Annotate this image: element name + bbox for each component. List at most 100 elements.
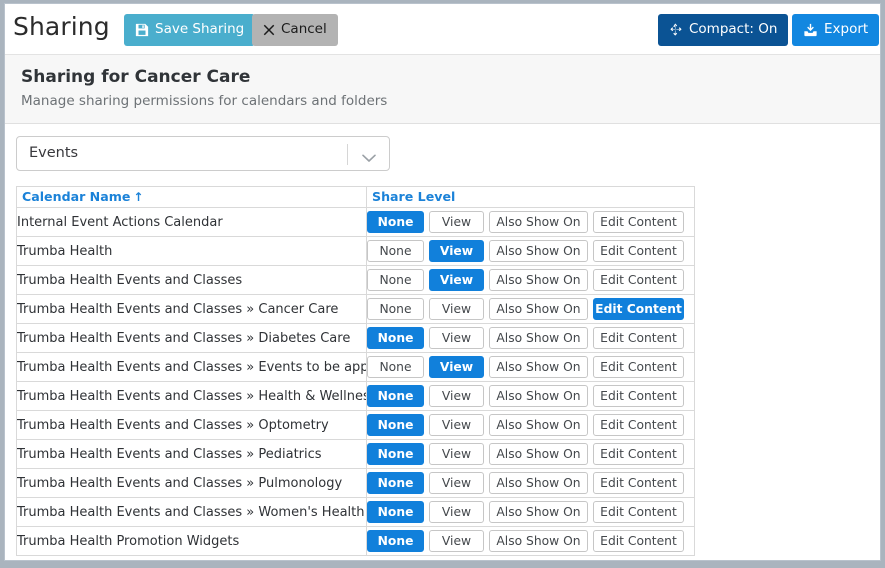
content-area: Events Calendar Name ↑ Share Level xyxy=(5,124,880,557)
calendar-name-cell: Trumba Health xyxy=(16,236,367,267)
share-level-option-none[interactable]: None xyxy=(367,472,424,495)
share-level-option-none[interactable]: None xyxy=(367,414,424,437)
cancel-button[interactable]: Cancel xyxy=(252,14,338,46)
share-level-option-edit-content[interactable]: Edit Content xyxy=(593,211,684,234)
save-sharing-label: Save Sharing xyxy=(155,21,245,38)
share-level-option-view[interactable]: View xyxy=(429,443,484,466)
share-level-option-view[interactable]: View xyxy=(429,211,484,234)
share-level-button-group: None View Also Show On Edit Content xyxy=(367,211,694,234)
calendar-name-cell: Trumba Health Events and Classes » Pedia… xyxy=(16,439,367,470)
table-row: Trumba Health Events and Classes None View… xyxy=(16,265,695,296)
share-level-option-also-show-on[interactable]: Also Show On xyxy=(489,385,588,408)
share-level-option-none[interactable]: None xyxy=(367,269,424,292)
share-level-option-edit-content[interactable]: Edit Content xyxy=(593,443,684,466)
share-level-option-none[interactable]: None xyxy=(367,356,424,379)
share-level-button-group: None View Also Show On Edit Content xyxy=(367,327,694,350)
share-level-option-view[interactable]: View xyxy=(429,298,484,321)
share-level-option-view[interactable]: View xyxy=(429,269,484,292)
cancel-label: Cancel xyxy=(281,21,327,38)
share-level-option-view[interactable]: View xyxy=(429,385,484,408)
share-level-option-edit-content[interactable]: Edit Content xyxy=(593,501,684,524)
share-level-option-edit-content[interactable]: Edit Content xyxy=(593,298,684,321)
share-level-button-group: None View Also Show On Edit Content xyxy=(367,356,694,379)
share-level-option-none[interactable]: None xyxy=(367,211,424,234)
table-row: Trumba Health Events and Classes » Pulmo… xyxy=(16,468,695,499)
share-level-option-none[interactable]: None xyxy=(367,240,424,263)
share-level-option-view[interactable]: View xyxy=(429,414,484,437)
column-header-share-level-label: Share Level xyxy=(372,189,456,205)
compact-toggle-button[interactable]: Compact: On xyxy=(658,14,789,46)
share-level-option-none[interactable]: None xyxy=(367,443,424,466)
share-level-option-also-show-on[interactable]: Also Show On xyxy=(489,269,588,292)
compress-arrows-icon xyxy=(669,23,683,37)
table-row: Trumba Health Events and Classes » Cance… xyxy=(16,294,695,325)
table-body: Internal Event Actions Calendar None View A… xyxy=(16,207,695,557)
share-level-option-none[interactable]: None xyxy=(367,327,424,350)
share-level-option-also-show-on[interactable]: Also Show On xyxy=(489,530,588,553)
share-level-option-edit-content[interactable]: Edit Content xyxy=(593,327,684,350)
share-level-button-group: None View Also Show On Edit Content xyxy=(367,298,694,321)
export-button[interactable]: Export xyxy=(792,14,880,46)
share-level-option-view[interactable]: View xyxy=(429,501,484,524)
export-download-icon xyxy=(803,23,818,37)
share-level-option-edit-content[interactable]: Edit Content xyxy=(593,356,684,379)
table-head: Calendar Name ↑ Share Level xyxy=(16,186,695,209)
table-row: Trumba Health Events and Classes » Healt… xyxy=(16,381,695,412)
column-header-calendar-name-label: Calendar Name xyxy=(22,189,131,205)
share-level-button-group: None View Also Show On Edit Content xyxy=(367,240,694,263)
share-level-option-also-show-on[interactable]: Also Show On xyxy=(489,298,588,321)
save-floppy-icon xyxy=(135,23,149,37)
share-level-option-view[interactable]: View xyxy=(429,530,484,553)
share-level-option-view[interactable]: View xyxy=(429,327,484,350)
share-level-option-also-show-on[interactable]: Also Show On xyxy=(489,414,588,437)
share-level-option-edit-content[interactable]: Edit Content xyxy=(593,414,684,437)
column-header-share-level[interactable]: Share Level xyxy=(366,186,695,209)
share-level-option-edit-content[interactable]: Edit Content xyxy=(593,530,684,553)
share-level-option-also-show-on[interactable]: Also Show On xyxy=(489,327,588,350)
share-level-option-none[interactable]: None xyxy=(367,298,424,321)
share-level-button-group: None View Also Show On Edit Content xyxy=(367,530,694,553)
column-header-calendar-name[interactable]: Calendar Name ↑ xyxy=(16,186,367,209)
share-level-option-edit-content[interactable]: Edit Content xyxy=(593,240,684,263)
share-level-option-edit-content[interactable]: Edit Content xyxy=(593,269,684,292)
save-sharing-button[interactable]: Save Sharing xyxy=(124,14,256,46)
scope-select[interactable]: Events xyxy=(16,136,390,172)
calendar-name-cell: Trumba Health Events and Classes » Healt… xyxy=(16,381,367,412)
calendar-name-cell: Trumba Health Events and Classes » Cance… xyxy=(16,294,367,325)
table-row: Trumba Health Events and Classes » Event… xyxy=(16,352,695,383)
share-level-option-view[interactable]: View xyxy=(429,356,484,379)
page-title: Sharing for Cancer Care xyxy=(21,67,251,87)
page-header-band: Sharing for Cancer Care Manage sharing p… xyxy=(5,55,880,125)
share-level-option-view[interactable]: View xyxy=(429,240,484,263)
share-level-cell: None View Also Show On Edit Content xyxy=(366,526,695,557)
share-level-button-group: None View Also Show On Edit Content xyxy=(367,472,694,495)
share-level-option-also-show-on[interactable]: Also Show On xyxy=(489,472,588,495)
application-window: Sharing Save Sharing Cancel xyxy=(4,3,881,561)
table-row: Trumba Health None View Also Show On Edit Co… xyxy=(16,236,695,267)
share-level-cell: None View Also Show On Edit Content xyxy=(366,207,695,238)
share-level-option-none[interactable]: None xyxy=(367,385,424,408)
share-level-option-view[interactable]: View xyxy=(429,472,484,495)
share-level-option-also-show-on[interactable]: Also Show On xyxy=(489,443,588,466)
chevron-down-icon xyxy=(362,148,376,167)
scope-select-value: Events xyxy=(29,145,79,162)
table-row: Trumba Health Events and Classes » Diabe… xyxy=(16,323,695,354)
share-level-cell: None View Also Show On Edit Content xyxy=(366,439,695,470)
share-level-option-none[interactable]: None xyxy=(367,530,424,553)
share-level-option-also-show-on[interactable]: Also Show On xyxy=(489,501,588,524)
share-level-option-also-show-on[interactable]: Also Show On xyxy=(489,211,588,234)
share-level-cell: None View Also Show On Edit Content xyxy=(366,497,695,528)
compact-label: Compact: On xyxy=(689,21,778,38)
share-level-option-also-show-on[interactable]: Also Show On xyxy=(489,356,588,379)
calendar-name-cell: Internal Event Actions Calendar xyxy=(16,207,367,238)
share-level-button-group: None View Also Show On Edit Content xyxy=(367,269,694,292)
page-subtitle: Manage sharing permissions for calendars… xyxy=(21,92,388,109)
share-level-option-edit-content[interactable]: Edit Content xyxy=(593,385,684,408)
share-level-button-group: None View Also Show On Edit Content xyxy=(367,443,694,466)
share-level-option-edit-content[interactable]: Edit Content xyxy=(593,472,684,495)
share-level-option-also-show-on[interactable]: Also Show On xyxy=(489,240,588,263)
top-toolbar: Sharing Save Sharing Cancel xyxy=(5,4,880,55)
share-level-cell: None View Also Show On Edit Content xyxy=(366,468,695,499)
share-level-option-none[interactable]: None xyxy=(367,501,424,524)
share-level-cell: None View Also Show On Edit Content xyxy=(366,323,695,354)
